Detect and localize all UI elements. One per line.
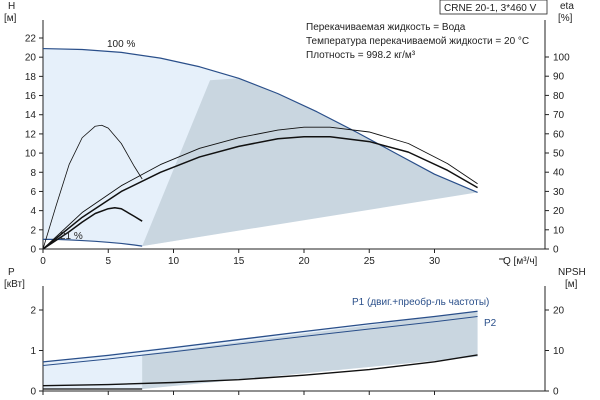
h-tick-label: 6 <box>30 187 36 198</box>
npsh-tick-label: 10 <box>553 346 565 357</box>
eta-tick-label: 50 <box>553 149 565 160</box>
x-tick-label: 20 <box>298 256 310 267</box>
head-curve-max <box>42 47 478 193</box>
p-axis-symbol: P <box>8 267 15 278</box>
legend-p1: P1 (двиг.+преобр-ль частоты) <box>352 296 489 308</box>
p-axis-unit: [кВт] <box>4 279 25 290</box>
npsh-curve <box>42 354 478 387</box>
eta-tick-label: 60 <box>553 129 565 140</box>
chart-text: CRNE 20-1, 3*460 V Перекачиваемая жидкос… <box>4 0 586 329</box>
h-tick-label: 22 <box>25 34 37 45</box>
x-tick-label: 0 <box>40 256 46 267</box>
eta-tick-label: 30 <box>553 187 565 198</box>
npsh-axis-symbol: NPSH <box>558 267 586 278</box>
chart-axes: 0 5 10 15 20 25 300246810121416182022010203040… <box>25 20 570 398</box>
h-tick-label: 10 <box>25 149 37 160</box>
eta-axis-symbol: eta <box>560 1 574 12</box>
info-line-density: Плотность = 998.2 кг/м³ <box>306 50 416 61</box>
q-axis-label: Q [м³/ч] <box>503 256 538 267</box>
p-tick-label: 1 <box>30 346 36 357</box>
eta-tick-label: 80 <box>553 91 565 102</box>
performance-curves <box>42 47 478 390</box>
operating-regions <box>43 48 478 389</box>
efficiency-curve-small-thick <box>42 207 143 250</box>
h-axis-unit: [м] <box>4 13 17 24</box>
npsh-tick-label: 0 <box>553 387 559 398</box>
h-tick-label: 12 <box>25 129 37 140</box>
x-tick-label: 25 <box>364 256 376 267</box>
npsh-axis-unit: [м] <box>565 279 578 290</box>
h-tick-label: 8 <box>30 168 36 179</box>
region-dark <box>142 78 478 247</box>
region-dark-power <box>142 311 478 389</box>
h-tick-label: 2 <box>30 225 36 236</box>
eta-tick-label: 90 <box>553 72 565 83</box>
eta-axis-unit: [%] <box>558 13 573 24</box>
efficiency-curve-upper <box>42 126 478 250</box>
x-tick-label: 15 <box>233 256 245 267</box>
p-tick-label: 0 <box>30 387 36 398</box>
chart-title: CRNE 20-1, 3*460 V <box>444 3 537 14</box>
eta-tick-label: 70 <box>553 110 565 121</box>
speed-label-100: 100 % <box>107 39 135 50</box>
eta-tick-label: 40 <box>553 168 565 179</box>
p-tick-label: 2 <box>30 306 36 317</box>
h-tick-label: 16 <box>25 91 37 102</box>
power-curve-p2 <box>42 315 478 366</box>
info-line-liquid: Перекачиваемая жидкость = Вода <box>306 22 466 33</box>
npsh-tick-label: 20 <box>553 306 565 317</box>
speed-label-21: 21 % <box>60 231 83 242</box>
eta-tick-label: 20 <box>553 206 565 217</box>
h-tick-label: 20 <box>25 53 37 64</box>
title-box <box>439 0 548 15</box>
h-tick-label: 14 <box>25 110 37 121</box>
info-line-temperature: Температура перекачиваемой жидкости = 20… <box>306 36 529 47</box>
x-tick-label: 10 <box>168 256 180 267</box>
h-tick-label: 18 <box>25 72 37 83</box>
x-tick-label: 30 <box>429 256 441 267</box>
x-tick-label: 5 <box>105 256 111 267</box>
legend-p2: P2 <box>484 318 497 329</box>
h-axis-symbol: H <box>8 1 15 12</box>
head-curve-min <box>43 238 143 247</box>
eta-tick-label: 10 <box>553 225 565 236</box>
power-curve-p1 <box>42 310 478 363</box>
h-tick-label: 0 <box>30 245 36 256</box>
eta-tick-label: 100 <box>553 53 570 64</box>
efficiency-curve-small-thin <box>42 124 143 250</box>
h-tick-label: 4 <box>30 206 36 217</box>
eta-tick-label: 0 <box>553 245 559 256</box>
efficiency-curve-lower <box>42 136 478 250</box>
